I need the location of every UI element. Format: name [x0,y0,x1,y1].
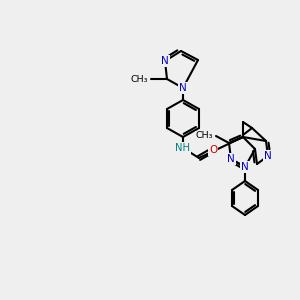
Text: CH₃: CH₃ [196,131,213,140]
Text: N: N [161,56,169,66]
Text: CH₃: CH₃ [130,74,148,83]
Text: N: N [227,154,235,164]
Text: O: O [209,145,217,155]
Text: NH: NH [176,143,190,153]
Text: N: N [179,83,187,93]
Text: N: N [241,162,249,172]
Text: N: N [264,151,272,161]
